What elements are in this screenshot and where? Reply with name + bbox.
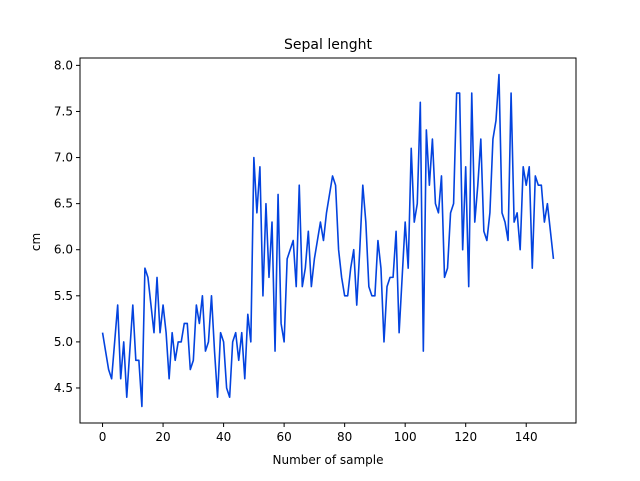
y-tick-label: 8.0 <box>54 58 73 72</box>
x-tick-label: 80 <box>337 430 352 444</box>
y-tick-label: 5.5 <box>54 289 73 303</box>
x-tick-label: 140 <box>515 430 538 444</box>
chart-title: Sepal lenght <box>284 37 372 53</box>
plot-area <box>101 73 555 408</box>
y-tick-label: 4.5 <box>54 381 73 395</box>
x-tick-label: 60 <box>276 430 291 444</box>
y-tick-label: 6.0 <box>54 243 73 257</box>
axes: 0 20 40 60 80 100 120 140 4.5 5.0 5.5 6.0 6.5 7.0 7.5 8… <box>54 57 577 444</box>
x-tick-label: 100 <box>394 430 417 444</box>
series-line-0 <box>101 73 555 408</box>
x-tick-label: 120 <box>454 430 477 444</box>
y-tick-label: 5.0 <box>54 335 73 349</box>
y-tick-label: 6.5 <box>54 197 73 211</box>
y-tick-label: 7.0 <box>54 151 73 165</box>
x-axis-label: Number of sample <box>272 453 383 467</box>
y-axis-label: cm <box>29 233 43 251</box>
y-tick-label: 7.5 <box>54 104 73 118</box>
x-tick-label: 40 <box>216 430 231 444</box>
x-tick-label: 20 <box>155 430 170 444</box>
x-tick-label: 0 <box>99 430 107 444</box>
plot-frame <box>79 57 577 424</box>
